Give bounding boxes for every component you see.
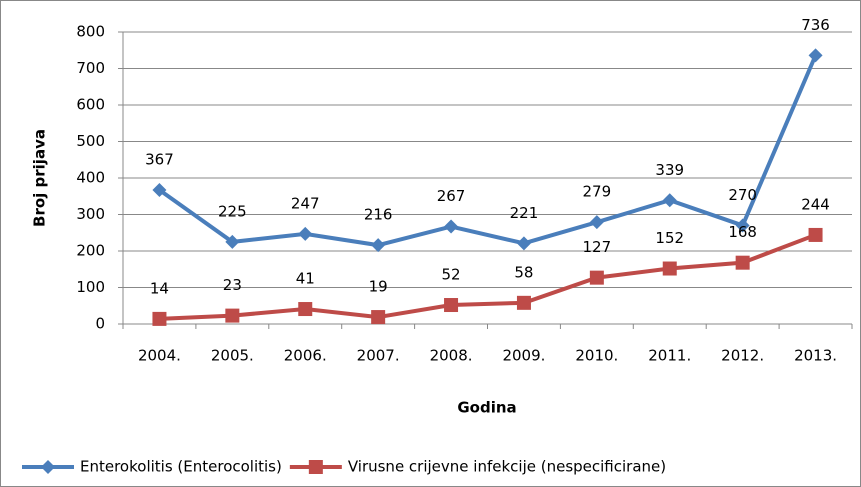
- data-label: 58: [514, 263, 533, 281]
- marker: [41, 460, 55, 474]
- legend-label: Enterokolitis (Enterocolitis): [80, 458, 282, 476]
- data-label: 127: [583, 238, 612, 256]
- y-tick-label: 500: [76, 132, 105, 150]
- x-tick-label: 2005.: [211, 347, 254, 365]
- y-tick-label: 200: [76, 242, 105, 260]
- y-tick-label: 100: [76, 278, 105, 296]
- marker: [225, 308, 240, 323]
- marker: [152, 311, 167, 326]
- x-tick-label: 2009.: [502, 347, 545, 365]
- x-tick-label: 2010.: [575, 347, 618, 365]
- x-axis-title: Godina: [457, 399, 516, 417]
- marker: [808, 227, 823, 242]
- y-tick-label: 600: [76, 96, 105, 114]
- marker: [444, 298, 459, 313]
- x-tick-label: 2013.: [794, 347, 837, 365]
- legend-label: Virusne crijevne infekcije (nespecificir…: [348, 458, 666, 476]
- data-label: 152: [655, 229, 684, 247]
- marker: [298, 226, 313, 241]
- marker: [662, 261, 677, 276]
- x-tick-label: 2007.: [357, 347, 400, 365]
- marker: [371, 310, 386, 325]
- marker: [662, 193, 677, 208]
- data-label: 14: [150, 279, 169, 297]
- y-tick-label: 300: [76, 205, 105, 223]
- data-label: 736: [801, 16, 830, 34]
- marker: [444, 219, 459, 234]
- data-label: 339: [655, 161, 684, 179]
- marker: [298, 302, 313, 317]
- marker: [516, 295, 531, 310]
- marker: [589, 215, 604, 230]
- data-label: 23: [223, 276, 242, 294]
- data-label: 279: [583, 183, 612, 201]
- x-tick-label: 2008.: [430, 347, 473, 365]
- data-label: 225: [218, 202, 247, 220]
- y-axis-title: Broj prijava: [31, 129, 49, 227]
- x-tick-label: 2012.: [721, 347, 764, 365]
- data-label: 244: [801, 195, 830, 213]
- marker: [735, 255, 750, 270]
- data-label: 267: [437, 187, 466, 205]
- marker: [371, 238, 386, 253]
- series-line: [158, 54, 818, 248]
- y-tick-label: 700: [76, 59, 105, 77]
- data-label: 247: [291, 194, 320, 212]
- marker: [808, 48, 823, 63]
- data-label: 19: [369, 278, 388, 296]
- x-tick-label: 2004.: [138, 347, 181, 365]
- data-label: 52: [442, 266, 461, 284]
- data-label: 367: [145, 151, 174, 169]
- series-line: [159, 233, 817, 321]
- marker: [308, 460, 323, 474]
- data-label: 168: [728, 223, 757, 241]
- x-tick-label: 2011.: [648, 347, 691, 365]
- marker: [516, 236, 531, 251]
- y-tick-label: 400: [76, 169, 105, 187]
- x-tick-label: 2006.: [284, 347, 327, 365]
- y-tick-label: 0: [95, 315, 105, 333]
- marker: [589, 270, 604, 285]
- marker: [152, 183, 167, 198]
- marker: [225, 234, 240, 249]
- data-label: 41: [296, 270, 315, 288]
- data-label: 221: [510, 204, 539, 222]
- y-tick-label: 800: [76, 23, 105, 41]
- marker: [735, 218, 750, 233]
- data-label: 270: [728, 186, 757, 204]
- data-label: 216: [364, 206, 393, 224]
